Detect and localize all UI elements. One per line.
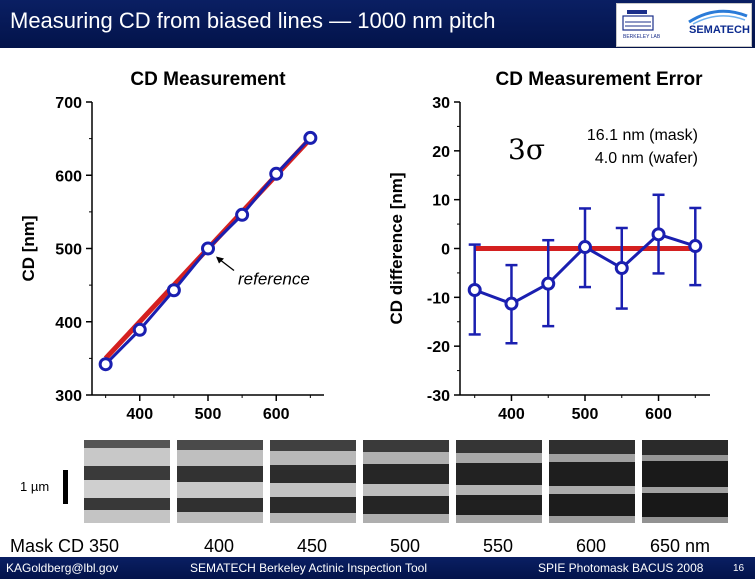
err-y-tick-label: 0 xyxy=(441,242,450,259)
cd-data-point xyxy=(235,207,250,222)
sigma-wafer-value: 4.0 nm (wafer) xyxy=(595,150,698,167)
err-y-tick-label: 20 xyxy=(432,144,450,161)
footer-author: KAGoldberg@lbl.gov xyxy=(6,561,119,575)
sem-image-650 xyxy=(642,440,728,523)
cd-x-tick-label: 400 xyxy=(126,406,153,423)
mask-label-400: 400 xyxy=(204,536,235,556)
reference-annotation: reference xyxy=(238,270,310,289)
err-x-tick-label: 600 xyxy=(645,406,672,423)
sem-image-400 xyxy=(177,440,263,523)
err-data-point xyxy=(614,261,629,276)
mask-label-650: 650 nm xyxy=(650,536,711,556)
mask-label-600: 600 xyxy=(576,536,607,556)
err-y-tick-label: 30 xyxy=(432,95,450,112)
svg-text:BERKELEY LAB: BERKELEY LAB xyxy=(623,34,661,40)
cd-x-tick-label: 500 xyxy=(195,406,222,423)
sem-image-350 xyxy=(84,440,170,523)
cd-data-point xyxy=(132,322,147,337)
err-chart-title: CD Measurement Error xyxy=(496,69,704,90)
sem-image-500 xyxy=(363,440,449,523)
cd-y-tick-label: 500 xyxy=(55,242,82,259)
err-y-tick-label: -30 xyxy=(427,388,450,405)
sem-image-450 xyxy=(270,440,356,523)
err-data-point xyxy=(578,240,592,255)
cd-data-point xyxy=(201,241,215,256)
reference-arrow-head xyxy=(216,256,224,264)
err-data-point xyxy=(688,239,703,254)
cd-chart-title: CD Measurement xyxy=(130,69,286,90)
scale-bar-label: 1 µm xyxy=(20,479,50,494)
err-data-point xyxy=(541,276,556,291)
err-x-tick-label: 500 xyxy=(572,406,599,423)
logo-panel: BERKELEY LAB SEMATECH xyxy=(616,3,752,47)
cd-data-point xyxy=(303,130,318,145)
cd-data-point xyxy=(269,166,284,181)
cd-y-tick-label: 300 xyxy=(55,388,82,405)
mask-label-350: Mask CD 350 xyxy=(10,536,120,556)
mask-label-450: 450 xyxy=(297,536,328,556)
sigma-mask-value: 16.1 nm (mask) xyxy=(587,127,698,144)
err-y-tick-label: 10 xyxy=(432,193,450,210)
err-y-tick-label: -10 xyxy=(427,290,450,307)
err-x-tick-label: 400 xyxy=(498,406,525,423)
err-y-tick-label: -20 xyxy=(427,339,450,356)
cd-data-point xyxy=(166,283,181,298)
cd-y-tick-label: 700 xyxy=(55,95,82,112)
cd-data-point xyxy=(98,357,113,372)
slide-title: Measuring CD from biased lines — 1000 nm… xyxy=(10,8,496,33)
footer-conference: SPIE Photomask BACUS 2008 xyxy=(538,561,704,575)
cd-y-axis-label: CD [nm] xyxy=(19,215,38,281)
three-sigma-symbol: 3σ xyxy=(508,133,545,166)
err-data-point xyxy=(651,227,666,242)
sematech-logo-text: SEMATECH xyxy=(689,24,750,36)
err-data-point xyxy=(504,296,519,311)
title-bar: Measuring CD from biased lines — 1000 nm… xyxy=(0,0,755,48)
err-data-point xyxy=(467,283,482,298)
sem-image-600 xyxy=(549,440,635,523)
sem-image-550 xyxy=(456,440,542,523)
footer-center: SEMATECH Berkeley Actinic Inspection Too… xyxy=(190,561,427,575)
mask-label-550: 550 xyxy=(483,536,514,556)
sematech-swoosh-icon xyxy=(688,9,748,25)
err-y-axis-label: CD difference [nm] xyxy=(387,172,406,324)
mask-label-500: 500 xyxy=(390,536,421,556)
berkeley-lab-logo: BERKELEY LAB xyxy=(622,10,661,40)
scale-bar xyxy=(63,470,68,504)
cd-y-tick-label: 400 xyxy=(55,315,82,332)
cd-x-tick-label: 600 xyxy=(263,406,290,423)
cd-y-tick-label: 600 xyxy=(55,168,82,185)
page-number: 16 xyxy=(733,563,745,574)
footer-bar: KAGoldberg@lbl.gov SEMATECH Berkeley Act… xyxy=(0,557,755,579)
